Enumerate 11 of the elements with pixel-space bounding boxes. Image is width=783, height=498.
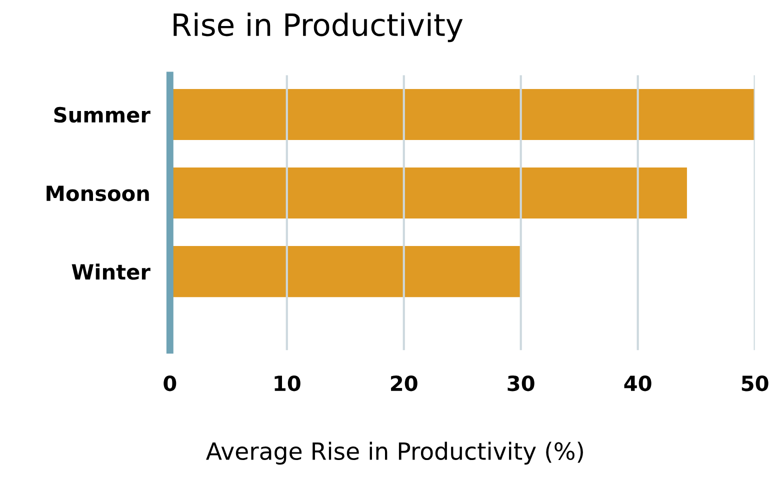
x-tick-label: 40	[624, 375, 652, 392]
y-tick-label: Monsoon	[46, 186, 149, 202]
x-axis-title: Average Rise in Productivity (%)	[206, 442, 583, 465]
x-tick-label: 50	[742, 375, 768, 392]
x-tick-label: 30	[508, 375, 534, 392]
x-tick-label: 20	[391, 375, 418, 392]
y-tick-label: Summer	[54, 106, 150, 123]
chart-title: Rise in Productivity	[174, 12, 463, 42]
x-tick-label: 10	[274, 375, 300, 392]
y-tick-label: Winter	[72, 264, 150, 280]
x-tick-label: 0	[164, 375, 176, 392]
